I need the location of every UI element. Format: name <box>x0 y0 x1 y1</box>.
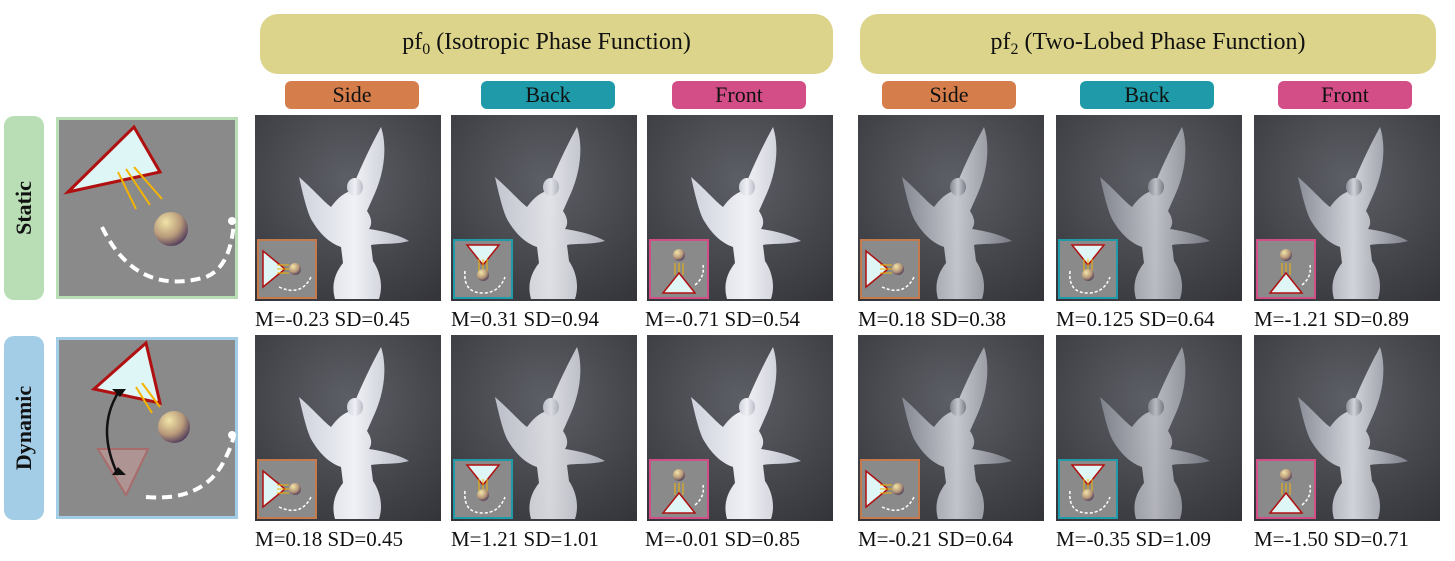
light-direction-inset-back <box>453 239 513 299</box>
dynamic-setup-diagram <box>56 337 238 519</box>
stat-static-pf2-side: M=0.18 SD=0.38 <box>858 307 1006 331</box>
col-label-front: Front <box>1278 81 1412 109</box>
photo-dynamic-pf2-back <box>1056 335 1242 521</box>
col-label-back: Back <box>481 81 615 109</box>
stat-static-pf2-front: M=-1.21 SD=0.89 <box>1254 307 1409 331</box>
col-label-side: Side <box>882 81 1016 109</box>
group-header-text: pf2 (Two-Lobed Phase Function) <box>990 29 1306 58</box>
light-direction-inset-side <box>860 239 920 299</box>
light-direction-inset-front <box>649 459 709 519</box>
stat-static-pf0-back: M=0.31 SD=0.94 <box>451 307 599 331</box>
col-label-back: Back <box>1080 81 1214 109</box>
photo-dynamic-pf2-front <box>1254 335 1440 521</box>
light-direction-inset-back <box>453 459 513 519</box>
photo-dynamic-pf0-side <box>255 335 441 521</box>
light-direction-inset-back <box>1058 459 1118 519</box>
light-direction-inset-side <box>257 459 317 519</box>
photo-static-pf0-back <box>451 115 637 301</box>
photo-dynamic-pf0-front <box>647 335 833 521</box>
stat-static-pf0-front: M=-0.71 SD=0.54 <box>645 307 800 331</box>
row-label-static: Static <box>4 116 44 300</box>
photo-static-pf0-front <box>647 115 833 301</box>
stat-dynamic-pf0-front: M=-0.01 SD=0.85 <box>645 527 800 551</box>
light-direction-inset-side <box>257 239 317 299</box>
col-label-side: Side <box>285 81 419 109</box>
row-label-dynamic: Dynamic <box>4 336 44 520</box>
group-header-isotropic: pf0 (Isotropic Phase Function) <box>260 14 833 74</box>
light-direction-inset-side <box>860 459 920 519</box>
stat-dynamic-pf0-side: M=0.18 SD=0.45 <box>255 527 403 551</box>
stat-static-pf2-back: M=0.125 SD=0.64 <box>1056 307 1215 331</box>
photo-dynamic-pf2-side <box>858 335 1044 521</box>
stat-dynamic-pf2-back: M=-0.35 SD=1.09 <box>1056 527 1211 551</box>
group-header-text: pf0 (Isotropic Phase Function) <box>402 29 691 58</box>
stat-dynamic-pf2-front: M=-1.50 SD=0.71 <box>1254 527 1409 551</box>
stat-static-pf0-side: M=-0.23 SD=0.45 <box>255 307 410 331</box>
photo-static-pf2-side <box>858 115 1044 301</box>
stat-dynamic-pf2-side: M=-0.21 SD=0.64 <box>858 527 1013 551</box>
light-direction-inset-back <box>1058 239 1118 299</box>
light-direction-inset-front <box>1256 239 1316 299</box>
static-setup-diagram <box>56 117 238 299</box>
photo-static-pf2-front <box>1254 115 1440 301</box>
photo-static-pf2-back <box>1056 115 1242 301</box>
light-direction-inset-front <box>649 239 709 299</box>
light-direction-inset-front <box>1256 459 1316 519</box>
group-header-two-lobed: pf2 (Two-Lobed Phase Function) <box>860 14 1436 74</box>
col-label-front: Front <box>672 81 806 109</box>
photo-static-pf0-side <box>255 115 441 301</box>
stat-dynamic-pf0-back: M=1.21 SD=1.01 <box>451 527 599 551</box>
photo-dynamic-pf0-back <box>451 335 637 521</box>
